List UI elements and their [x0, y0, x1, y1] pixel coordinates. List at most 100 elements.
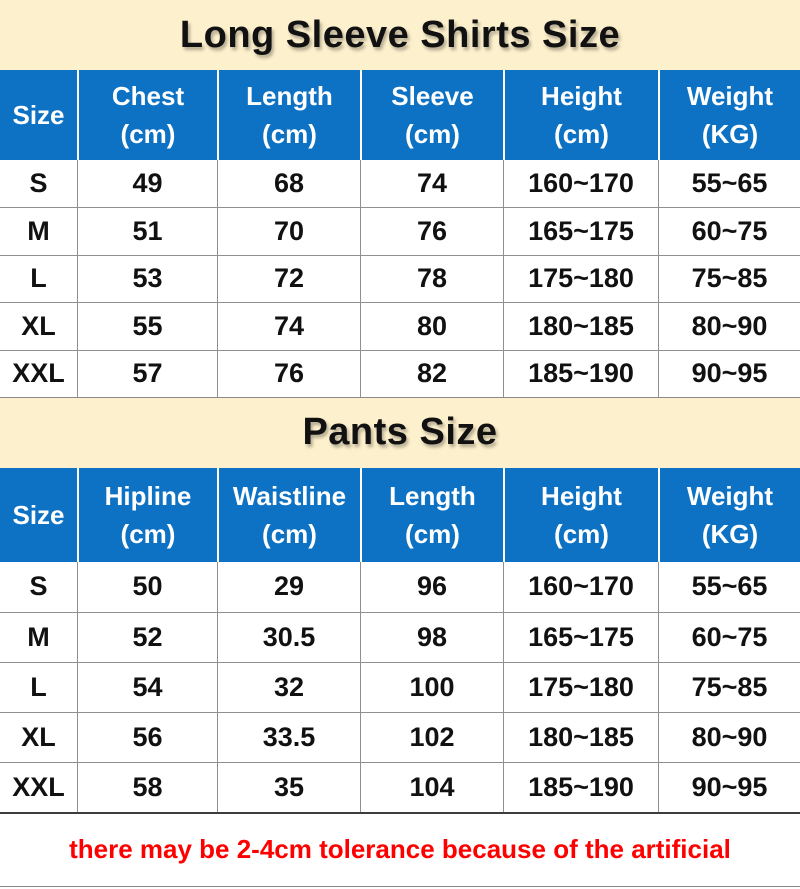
value-cell: 160~170 — [503, 160, 658, 208]
column-header-size: Size — [0, 70, 77, 160]
column-unit: (cm) — [120, 518, 176, 549]
column-label: Waistline — [232, 480, 347, 511]
value-cell: 104 — [360, 762, 503, 812]
column-header-length: Length (cm) — [360, 467, 503, 562]
column-header-height: Height (cm) — [503, 70, 658, 160]
column-unit: (cm) — [262, 119, 317, 149]
column-header-hipline: Hipline (cm) — [77, 467, 217, 562]
size-cell: S — [29, 168, 48, 199]
value-cell: 175~180 — [503, 255, 658, 303]
size-cell: XXL — [12, 771, 65, 802]
column-label: Weight — [686, 480, 774, 511]
value-cell: 80~90 — [658, 712, 800, 762]
size-cell: XL — [21, 310, 56, 341]
column-unit: (KG) — [701, 119, 759, 149]
column-header-sleeve: Sleeve (cm) — [360, 70, 503, 160]
value-cell: 30.5 — [217, 612, 360, 662]
value-cell: 57 — [77, 350, 217, 397]
value-cell: 52 — [77, 612, 217, 662]
column-unit: (cm) — [405, 119, 460, 149]
value-cell: 60~75 — [658, 612, 800, 662]
table-row-xl: XL 55 74 80 180~185 80~90 — [0, 302, 800, 350]
value-cell: 70 — [217, 208, 360, 255]
column-header-waistline: Waistline (cm) — [217, 467, 360, 562]
size-cell: XXL — [12, 358, 65, 389]
column-label: Height — [541, 81, 622, 111]
value-cell: 76 — [217, 350, 360, 397]
value-cell: 50 — [77, 561, 217, 612]
value-cell: 76 — [360, 208, 503, 255]
size-cell: XL — [21, 721, 56, 752]
column-label: Length — [246, 81, 333, 111]
value-cell: 78 — [360, 255, 503, 303]
value-cell: 185~190 — [503, 762, 658, 812]
column-header-height: Height (cm) — [503, 467, 658, 562]
value-cell: 29 — [217, 561, 360, 612]
value-cell: 55~65 — [658, 160, 800, 208]
size-cell: L — [30, 671, 47, 702]
value-cell: 60~75 — [658, 208, 800, 255]
value-cell: 32 — [217, 662, 360, 712]
column-label: Chest — [111, 81, 185, 111]
value-cell: 82 — [360, 350, 503, 397]
size-cell: L — [30, 263, 47, 294]
value-cell: 49 — [77, 160, 217, 208]
value-cell: 96 — [360, 561, 503, 612]
column-unit: (cm) — [262, 518, 317, 549]
pants-size-table: Size Hipline (cm) Waistline (cm) Length (cm) He… — [0, 467, 800, 812]
value-cell: 180~185 — [503, 712, 658, 762]
value-cell: 180~185 — [503, 303, 658, 350]
value-cell: 55 — [77, 303, 217, 350]
column-unit: (cm) — [405, 518, 460, 549]
column-label: Height — [541, 480, 622, 511]
pants-table-title: Pants Size — [302, 411, 498, 454]
shirts-size-table: Size Chest (cm) Length (cm) Sleeve (cm) Height (… — [0, 70, 800, 397]
value-cell: 75~85 — [658, 662, 800, 712]
column-label: Size — [12, 499, 65, 530]
column-header-chest: Chest (cm) — [77, 70, 217, 160]
column-label: Hipline — [104, 480, 192, 511]
table-row-m: M 52 30.5 98 165~175 60~75 — [0, 611, 800, 662]
column-label: Size — [12, 100, 65, 130]
column-header-weight: Weight (KG) — [658, 70, 800, 160]
value-cell: 55~65 — [658, 561, 800, 612]
column-unit: (cm) — [554, 518, 609, 549]
column-label: Weight — [686, 81, 774, 111]
shirts-table-title: Long Sleeve Shirts Size — [179, 13, 621, 56]
value-cell: 165~175 — [503, 612, 658, 662]
value-cell: 90~95 — [658, 350, 800, 397]
value-cell: 100 — [360, 662, 503, 712]
value-cell: 56 — [77, 712, 217, 762]
column-label: Length — [389, 480, 476, 511]
size-cell: S — [29, 571, 48, 602]
value-cell: 74 — [360, 160, 503, 208]
shirts-title-banner: Long Sleeve Shirts Size — [0, 0, 800, 70]
column-header-size: Size — [0, 468, 77, 562]
value-cell: 80~90 — [658, 303, 800, 350]
value-cell: 74 — [217, 303, 360, 350]
column-unit: (cm) — [554, 119, 609, 149]
value-cell: 102 — [360, 712, 503, 762]
value-cell: 33.5 — [217, 712, 360, 762]
size-cell: M — [27, 216, 50, 247]
table-row-s: S 49 68 74 160~170 55~65 — [0, 160, 800, 208]
value-cell: 35 — [217, 762, 360, 812]
table-header-row: Size Chest (cm) Length (cm) Sleeve (cm) Height (… — [0, 70, 800, 160]
value-cell: 160~170 — [503, 561, 658, 612]
value-cell: 185~190 — [503, 350, 658, 397]
table-row-m: M 51 70 76 165~175 60~75 — [0, 207, 800, 255]
table-row-xl: XL 56 33.5 102 180~185 80~90 — [0, 711, 800, 762]
value-cell: 165~175 — [503, 208, 658, 255]
value-cell: 90~95 — [658, 762, 800, 812]
value-cell: 175~180 — [503, 662, 658, 712]
column-header-length: Length (cm) — [217, 70, 360, 160]
table-row-xxl: XXL 58 35 104 185~190 90~95 — [0, 761, 800, 812]
column-header-weight: Weight (KG) — [658, 467, 800, 562]
table-row-l: L 54 32 100 175~180 75~85 — [0, 661, 800, 712]
table-row-l: L 53 72 78 175~180 75~85 — [0, 254, 800, 303]
table-row-xxl: XXL 57 76 82 185~190 90~95 — [0, 349, 800, 397]
table-header-row: Size Hipline (cm) Waistline (cm) Length (cm) He… — [0, 467, 800, 562]
value-cell: 80 — [360, 303, 503, 350]
value-cell: 51 — [77, 208, 217, 255]
